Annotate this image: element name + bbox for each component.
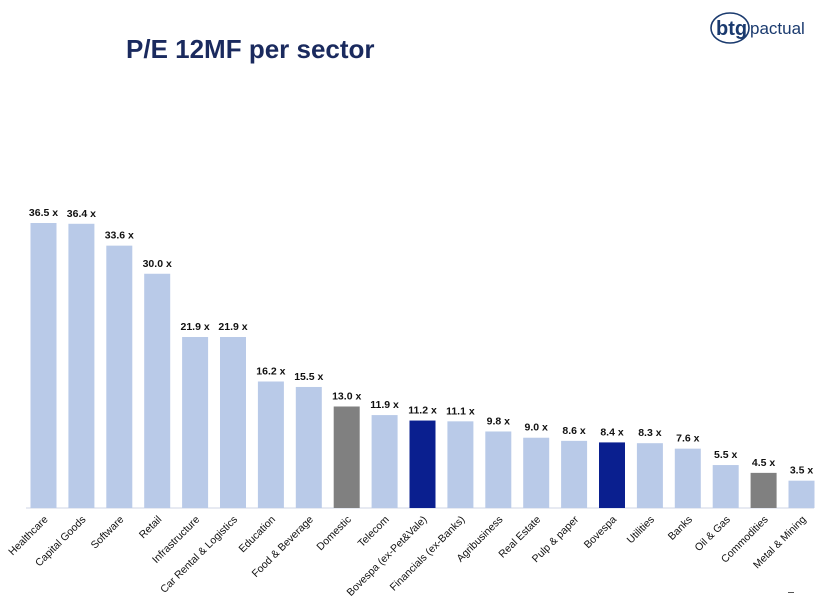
bar-utilities	[636, 443, 663, 508]
category-label: Telecom	[356, 513, 392, 549]
bar-retail	[144, 273, 171, 508]
category-label: Retail	[137, 514, 164, 541]
value-label: 16.2 x	[256, 366, 285, 378]
bar-financials-ex-banks	[447, 421, 474, 508]
logo-btg-text: btg	[716, 18, 747, 40]
bar-telecom	[371, 415, 398, 508]
value-label: 5.5 x	[714, 449, 738, 461]
value-label: 11.1 x	[446, 405, 475, 417]
value-label: 4.5 x	[752, 457, 776, 469]
value-label: 30.0 x	[143, 258, 172, 270]
value-label: 7.6 x	[676, 433, 700, 445]
category-label: Software	[89, 514, 127, 552]
value-label: 9.0 x	[525, 422, 549, 434]
category-label: Utilities	[625, 514, 657, 546]
page-title: P/E 12MF per sector	[126, 34, 375, 64]
bar-banks	[674, 448, 701, 508]
category-label: Domestic	[314, 514, 353, 553]
category-label: Car Rental & Logistics	[158, 514, 240, 596]
category-label: Bovespa	[582, 514, 619, 551]
bar-real-estate	[523, 437, 550, 508]
bar-bovespa-ex-pet-vale	[409, 420, 436, 508]
bar-agribusiness	[485, 431, 512, 508]
bar-software	[106, 245, 133, 508]
value-label: 11.2 x	[408, 405, 437, 417]
footer-mark	[788, 592, 794, 593]
value-label: 8.4 x	[600, 426, 624, 438]
value-label: 13.0 x	[332, 390, 361, 402]
category-label: Banks	[666, 514, 695, 543]
bar-domestic	[333, 406, 360, 508]
value-label: 8.3 x	[638, 427, 662, 439]
bar-metal-mining	[788, 480, 815, 508]
bar-education	[257, 381, 284, 508]
bar-car-rental-logistics	[220, 337, 246, 508]
bar-bovespa	[599, 442, 625, 508]
bar-pulp-paper	[561, 440, 588, 508]
value-label: 8.6 x	[562, 425, 586, 437]
bar-healthcare	[30, 223, 57, 508]
value-label: 36.4 x	[67, 208, 96, 220]
category-label: Financials (ex-Banks)	[388, 514, 468, 594]
btg-pactual-logo: btg pactual	[710, 12, 805, 44]
value-label: 36.5 x	[29, 207, 58, 219]
value-label: 21.9 x	[180, 321, 209, 333]
value-label: 21.9 x	[218, 321, 247, 333]
bar-capital-goods	[68, 223, 95, 508]
value-label: 9.8 x	[487, 415, 511, 427]
bar-commodities	[750, 472, 777, 508]
value-label: 15.5 x	[294, 371, 323, 383]
value-label: 3.5 x	[790, 465, 814, 477]
logo-ring	[710, 12, 750, 44]
bar-oil-gas	[712, 465, 739, 508]
value-label: 33.6 x	[105, 230, 134, 242]
value-label: 11.9 x	[370, 399, 399, 411]
bar-food-beverage	[295, 386, 322, 508]
logo-pactual-text: pactual	[750, 19, 805, 38]
bar-infrastructure	[182, 337, 209, 508]
